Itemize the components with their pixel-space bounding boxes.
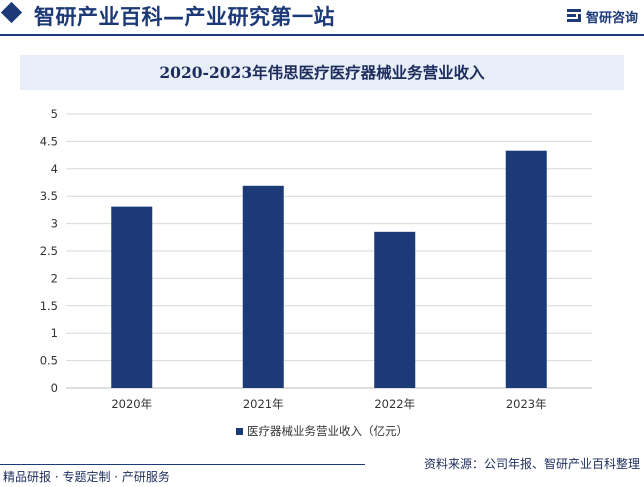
y-tick-label: 3.5 xyxy=(40,189,58,203)
diamond-icon xyxy=(0,1,23,24)
y-tick-label: 2.5 xyxy=(40,244,58,258)
x-tick-label: 2021年 xyxy=(243,397,284,411)
y-tick-label: 0 xyxy=(51,381,58,395)
bar xyxy=(111,206,153,388)
y-tick-label: 4 xyxy=(51,162,58,176)
bar xyxy=(505,150,547,388)
brand-name: 智研咨询 xyxy=(585,10,638,26)
y-tick-label: 0.5 xyxy=(40,354,58,368)
legend-label: 医疗器械业务营业收入（亿元） xyxy=(247,424,408,438)
y-tick-label: 1.5 xyxy=(40,299,58,313)
y-tick-label: 4.5 xyxy=(40,134,58,148)
logo-icon xyxy=(566,9,581,23)
bar-chart: 0 0.5 1 1.5 2 2.5 3 3.5 4 4.5 5 2020年 2021年 2022年 2023… xyxy=(40,107,592,411)
y-tick-label: 5 xyxy=(51,107,58,121)
footer-tagline: 精品研报 · 专题定制 · 产研服务 xyxy=(3,470,170,484)
y-tick-label: 1 xyxy=(51,326,58,340)
footer-source: 资料来源：公司年报、智研产业百科整理 xyxy=(423,457,640,471)
chart-title: 2020-2023年伟思医疗医疗器械业务营业收入 xyxy=(159,63,485,82)
y-tick-label: 3 xyxy=(51,217,58,231)
page-header: 智研产业百科—产业研究第一站 智研咨询 xyxy=(0,0,644,36)
bar xyxy=(242,185,284,388)
brand-logo: 智研咨询 xyxy=(566,7,638,26)
y-tick-label: 2 xyxy=(51,271,58,285)
footer-divider xyxy=(0,464,365,465)
x-tick-label: 2020年 xyxy=(111,397,152,411)
legend-swatch xyxy=(236,427,243,435)
chart-title-box: 2020-2023年伟思医疗医疗器械业务营业收入 xyxy=(20,55,624,90)
site-title: 智研产业百科—产业研究第一站 xyxy=(34,5,335,29)
x-tick-label: 2022年 xyxy=(374,397,415,411)
x-tick-label: 2023年 xyxy=(506,397,547,411)
header-divider xyxy=(0,34,644,36)
bar xyxy=(374,231,416,388)
chart-legend: 医疗器械业务营业收入（亿元） xyxy=(0,423,644,439)
